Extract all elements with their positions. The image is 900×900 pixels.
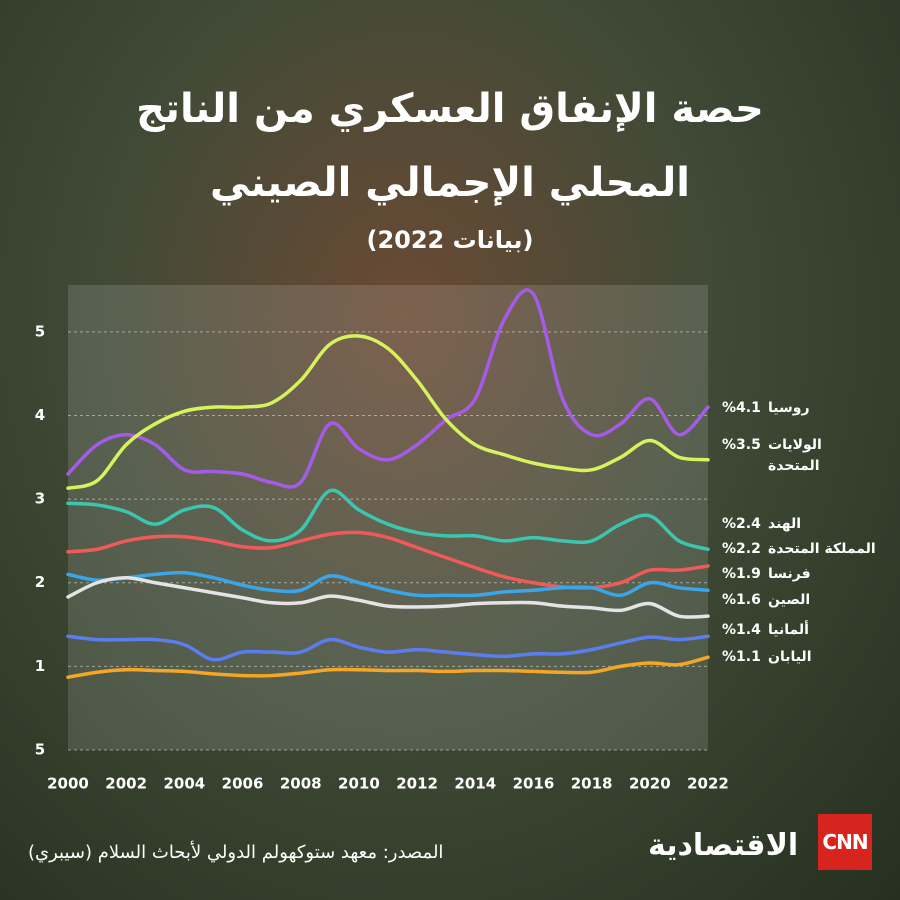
x-tick-label: 2006	[222, 775, 264, 793]
legend-name: ألمانيا	[768, 622, 809, 638]
series-line	[66, 634, 710, 662]
x-tick-label: 2016	[513, 775, 555, 793]
legend-name: اليابان	[768, 649, 812, 665]
x-tick-label: 2020	[629, 775, 671, 793]
legend-name: روسيا	[768, 400, 810, 416]
y-tick-label: 3	[35, 490, 45, 508]
legend-entry: %1.4 ألمانيا	[722, 620, 888, 641]
end-label: %2.2	[722, 541, 761, 557]
logo: CNN	[818, 814, 872, 870]
end-label: %2.4	[722, 516, 761, 532]
brand: الاقتصادية	[648, 828, 799, 863]
x-tick-label: 2008	[280, 775, 322, 793]
series-line	[66, 334, 710, 490]
legend-name: الهند	[768, 516, 802, 532]
series-line	[66, 575, 710, 619]
x-tick-label: 2018	[571, 775, 613, 793]
legend-entry: %1.6 الصين	[722, 590, 888, 611]
series-line	[66, 288, 710, 489]
x-tick-label: 2012	[396, 775, 438, 793]
x-tick-label: 2000	[47, 775, 89, 793]
end-label: %1.1	[722, 649, 761, 665]
end-label: %4.1	[722, 400, 761, 416]
series-line	[66, 488, 710, 552]
y-tick-label: 1	[35, 657, 45, 675]
plot-area	[68, 285, 708, 750]
source: المصدر: معهد ستوكهولم الدولي لأبحاث السل…	[28, 842, 444, 863]
title: حصة الإنفاق العسكري من الناتج المحلي الإ…	[136, 86, 764, 206]
y-tick-label: 2	[35, 573, 45, 591]
legend-name: الصين	[768, 592, 811, 608]
x-tick-label: 2022	[687, 775, 729, 793]
legend-entry: %1.9 فرنسا	[722, 564, 888, 585]
end-label: %1.4	[722, 622, 761, 638]
x-tick-label: 2004	[163, 775, 205, 793]
y-tick-label: 4	[35, 406, 45, 424]
legend-entry: %2.2 المملكة المتحدة	[722, 539, 898, 560]
x-tick-label: 2010	[338, 775, 380, 793]
legend-entry: %2.4 الهند	[722, 514, 888, 535]
legend-name: الولايات المتحدة	[768, 437, 822, 474]
end-label: %1.9	[722, 566, 761, 582]
legend-name: فرنسا	[768, 566, 811, 582]
end-label: %1.6	[722, 592, 761, 608]
end-label: %3.5	[722, 437, 761, 453]
series-line	[66, 530, 710, 590]
x-tick-label: 2002	[105, 775, 147, 793]
legend-entry: %4.1 روسيا	[722, 398, 888, 419]
x-tick-label: 2014	[454, 775, 496, 793]
legend-entry: %1.1 اليابان	[722, 647, 888, 668]
series-line	[66, 570, 710, 598]
series-line	[66, 655, 710, 679]
legend-name: المملكة المتحدة	[768, 541, 876, 557]
y-tick-label: 5	[35, 741, 45, 759]
subtitle: (بيانات 2022)	[366, 226, 534, 254]
y-tick-label: 5	[35, 322, 45, 340]
legend-entry: %3.5 الولايات المتحدة	[722, 435, 828, 477]
